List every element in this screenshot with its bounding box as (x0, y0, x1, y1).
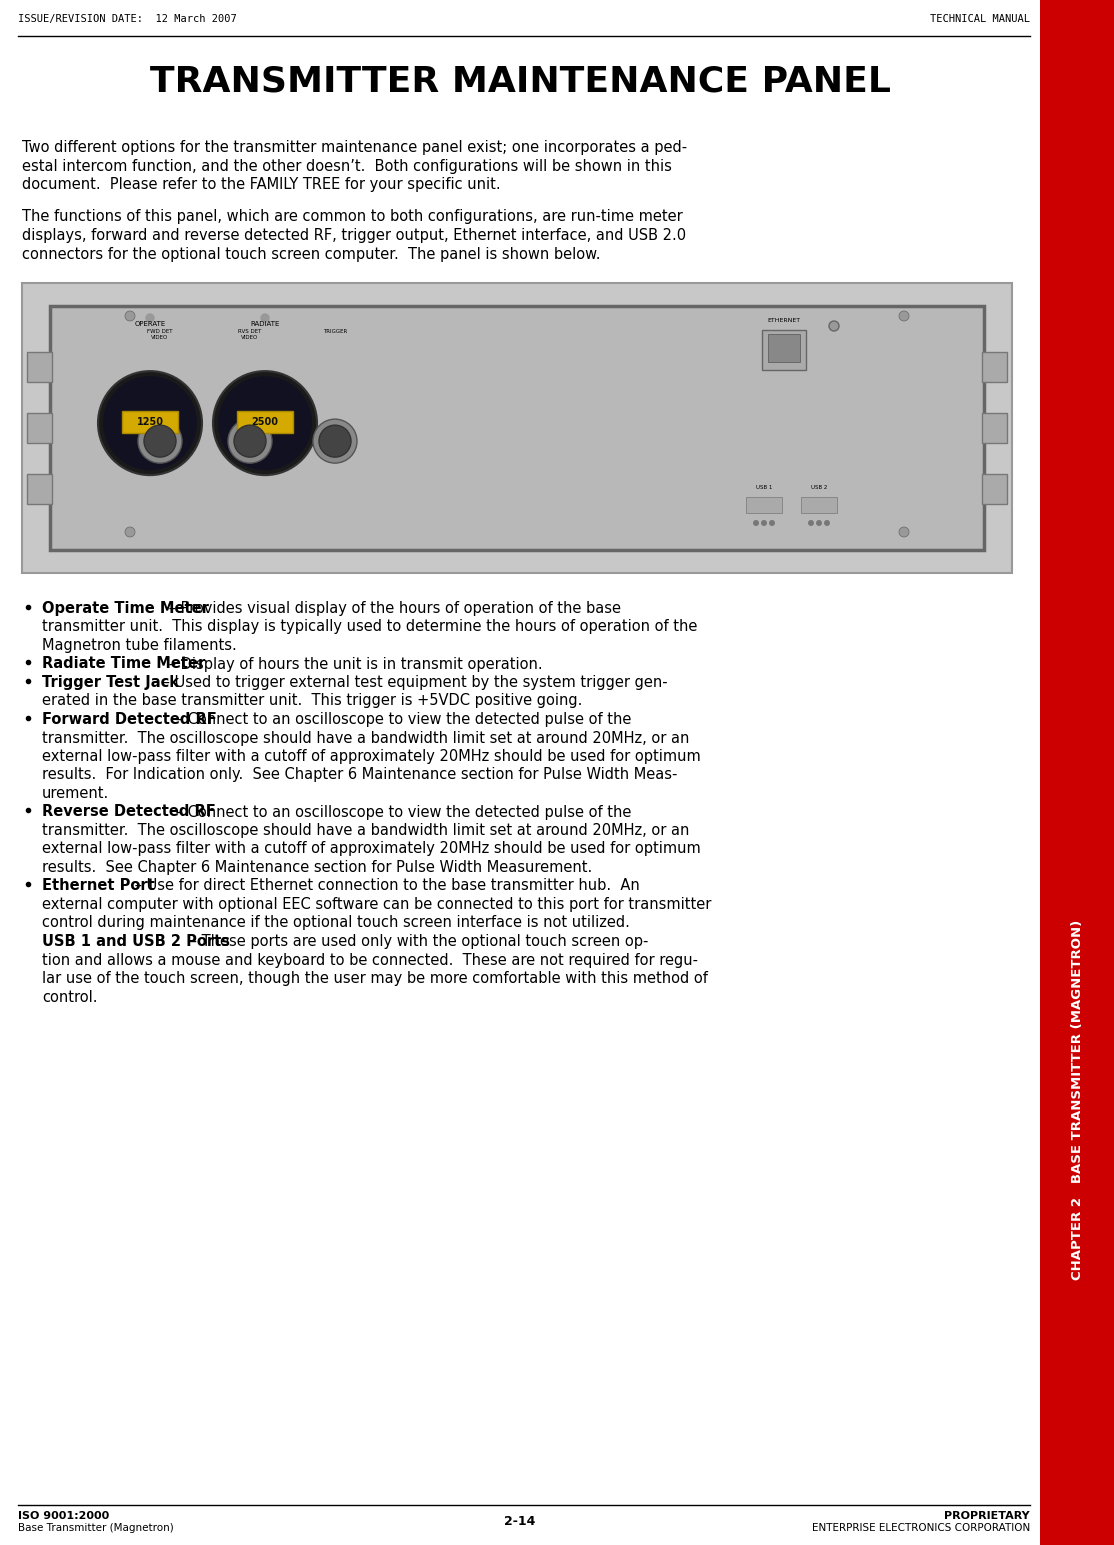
Text: USB 2: USB 2 (811, 485, 828, 490)
Circle shape (319, 425, 351, 457)
Text: TECHNICAL MANUAL: TECHNICAL MANUAL (930, 14, 1030, 25)
Bar (50, 306, 984, 550)
Text: PROPRIETARY: PROPRIETARY (945, 1511, 1030, 1520)
Bar (746, 497, 782, 513)
Text: ETHERNET: ETHERNET (768, 318, 801, 323)
Text: – Connect to an oscilloscope to view the detected pulse of the: – Connect to an oscilloscope to view the… (172, 712, 632, 728)
Text: 1250: 1250 (137, 417, 164, 426)
Text: results.  For Indication only.  See Chapter 6 Maintenance section for Pulse Widt: results. For Indication only. See Chapte… (42, 768, 677, 782)
Text: – Provides visual display of the hours of operation of the base: – Provides visual display of the hours o… (165, 601, 622, 616)
Text: Ethernet Port: Ethernet Port (42, 879, 155, 893)
Text: external low-pass filter with a cutoff of approximately 20MHz should be used for: external low-pass filter with a cutoff o… (42, 842, 701, 856)
Text: ISO 9001:2000: ISO 9001:2000 (18, 1511, 109, 1520)
Bar (27, 413, 52, 443)
Text: The functions of this panel, which are common to both configurations, are run-ti: The functions of this panel, which are c… (22, 210, 683, 224)
Text: CHAPTER 2   BASE TRANSMITTER (MAGNETRON): CHAPTER 2 BASE TRANSMITTER (MAGNETRON) (1071, 919, 1084, 1281)
Circle shape (144, 425, 176, 457)
Text: OPERATE: OPERATE (135, 321, 166, 328)
Bar (52, 307, 986, 552)
Text: TRIGGER: TRIGGER (323, 329, 348, 334)
Circle shape (138, 419, 182, 464)
Circle shape (899, 527, 909, 538)
Text: 2500: 2500 (252, 417, 278, 426)
Text: Base Transmitter (Magnetron): Base Transmitter (Magnetron) (18, 1523, 174, 1533)
Text: Trigger Test Jack: Trigger Test Jack (42, 675, 179, 691)
Bar (27, 474, 52, 504)
Circle shape (769, 521, 775, 525)
Text: urement.: urement. (42, 786, 109, 800)
Text: estal intercom function, and the other doesn’t.  Both configurations will be sho: estal intercom function, and the other d… (22, 159, 672, 173)
Bar (983, 474, 1007, 504)
Text: connectors for the optional touch screen computer.  The panel is shown below.: connectors for the optional touch screen… (22, 247, 600, 261)
Bar (237, 411, 293, 433)
Circle shape (899, 311, 909, 321)
Text: control.: control. (42, 989, 98, 1004)
Text: transmitter unit.  This display is typically used to determine the hours of oper: transmitter unit. This display is typica… (42, 620, 697, 635)
Circle shape (146, 314, 154, 321)
Text: erated in the base transmitter unit.  This trigger is +5VDC positive going.: erated in the base transmitter unit. Thi… (42, 694, 583, 709)
Circle shape (261, 314, 268, 321)
Text: – Use for direct Ethernet connection to the base transmitter hub.  An: – Use for direct Ethernet connection to … (130, 879, 641, 893)
Circle shape (228, 419, 272, 464)
Circle shape (98, 371, 202, 476)
Text: Two different options for the transmitter maintenance panel exist; one incorpora: Two different options for the transmitte… (22, 141, 687, 154)
Bar (123, 411, 178, 433)
Circle shape (218, 375, 312, 470)
Circle shape (125, 527, 135, 538)
Text: – Connect to an oscilloscope to view the detected pulse of the: – Connect to an oscilloscope to view the… (172, 805, 632, 819)
Text: ISSUE/REVISION DATE:  12 March 2007: ISSUE/REVISION DATE: 12 March 2007 (18, 14, 237, 25)
Text: external low-pass filter with a cutoff of approximately 20MHz should be used for: external low-pass filter with a cutoff o… (42, 749, 701, 763)
Text: external computer with optional EEC software can be connected to this port for t: external computer with optional EEC soft… (42, 898, 712, 912)
Circle shape (815, 521, 822, 525)
Text: transmitter.  The oscilloscope should have a bandwidth limit set at around 20MHz: transmitter. The oscilloscope should hav… (42, 823, 690, 837)
Text: – Used to trigger external test equipment by the system trigger gen-: – Used to trigger external test equipmen… (157, 675, 667, 691)
Bar (983, 352, 1007, 382)
Circle shape (753, 521, 759, 525)
Text: transmitter.  The oscilloscope should have a bandwidth limit set at around 20MHz: transmitter. The oscilloscope should hav… (42, 731, 690, 746)
Circle shape (313, 419, 356, 464)
Text: Forward Detected RF: Forward Detected RF (42, 712, 217, 728)
Bar (768, 334, 800, 362)
Text: RVS DET
VIDEO: RVS DET VIDEO (238, 329, 262, 340)
Bar (801, 497, 837, 513)
Circle shape (102, 375, 197, 470)
Text: Reverse Detected RF: Reverse Detected RF (42, 805, 216, 819)
Text: lar use of the touch screen, though the user may be more comfortable with this m: lar use of the touch screen, though the … (42, 970, 707, 986)
Circle shape (125, 311, 135, 321)
Text: Radiate Time Meter: Radiate Time Meter (42, 657, 205, 672)
Text: RADIATE: RADIATE (251, 321, 280, 328)
Circle shape (213, 371, 317, 476)
Text: ENTERPRISE ELECTRONICS CORPORATION: ENTERPRISE ELECTRONICS CORPORATION (812, 1523, 1030, 1533)
Bar (27, 352, 52, 382)
Circle shape (829, 321, 839, 331)
Circle shape (808, 521, 814, 525)
Text: TRANSMITTER MAINTENANCE PANEL: TRANSMITTER MAINTENANCE PANEL (149, 65, 890, 99)
Text: control during maintenance if the optional touch screen interface is not utilize: control during maintenance if the option… (42, 916, 629, 930)
Text: 2-14: 2-14 (505, 1516, 536, 1528)
Text: displays, forward and reverse detected RF, trigger output, Ethernet interface, a: displays, forward and reverse detected R… (22, 229, 686, 243)
Text: document.  Please refer to the FAMILY TREE for your specific unit.: document. Please refer to the FAMILY TRE… (22, 178, 500, 192)
Bar (22, 283, 1012, 573)
Text: tion and allows a mouse and keyboard to be connected.  These are not required fo: tion and allows a mouse and keyboard to … (42, 953, 698, 967)
Text: FWD DET
VIDEO: FWD DET VIDEO (147, 329, 173, 340)
Bar (1040, 0, 1114, 1545)
Text: results.  See Chapter 6 Maintenance section for Pulse Width Measurement.: results. See Chapter 6 Maintenance secti… (42, 861, 593, 874)
Text: Operate Time Meter: Operate Time Meter (42, 601, 209, 616)
Text: Magnetron tube filaments.: Magnetron tube filaments. (42, 638, 237, 654)
Text: – These ports are used only with the optional touch screen op-: – These ports are used only with the opt… (185, 935, 648, 949)
Circle shape (234, 425, 266, 457)
Text: – Display of hours the unit is in transmit operation.: – Display of hours the unit is in transm… (165, 657, 543, 672)
Circle shape (824, 521, 830, 525)
Text: USB 1: USB 1 (755, 485, 772, 490)
Bar (762, 331, 807, 369)
Text: USB 1 and USB 2 Ports: USB 1 and USB 2 Ports (42, 935, 229, 949)
Bar (983, 413, 1007, 443)
Circle shape (761, 521, 768, 525)
